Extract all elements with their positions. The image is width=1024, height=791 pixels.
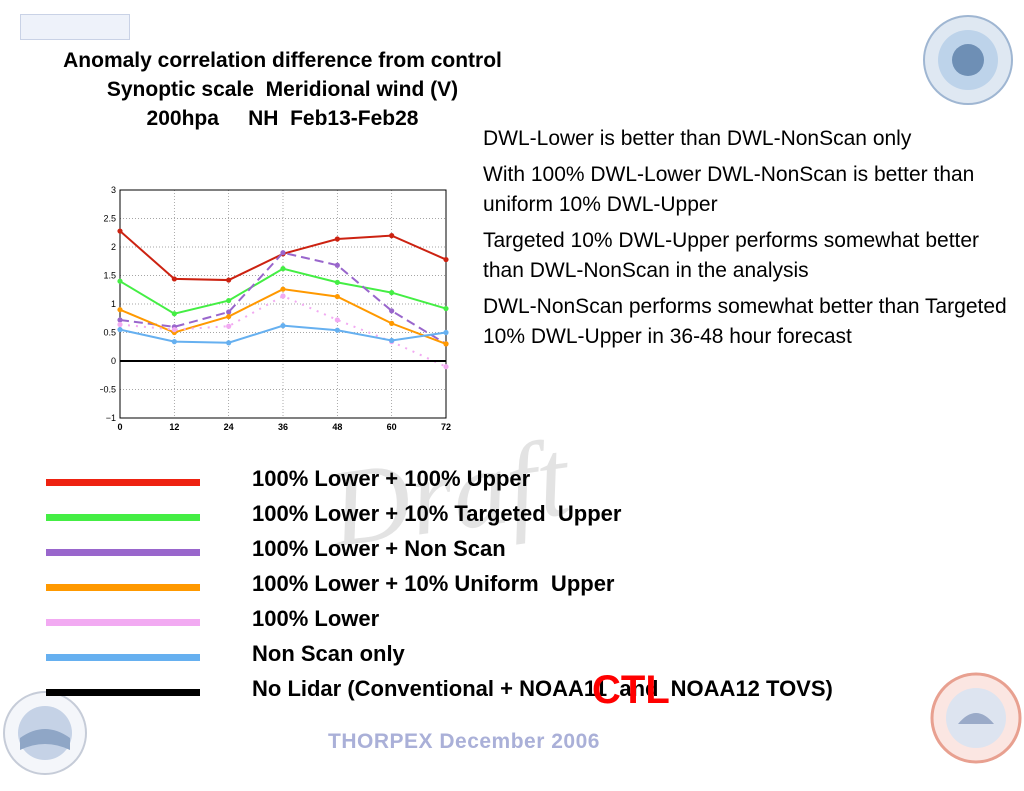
y-tick-label: 1.5: [103, 271, 116, 281]
y-tick-label: 2: [111, 242, 116, 252]
anomaly-correlation-chart: 0 12 24 36 48 60 72 3 2.5 2 1.5 1 0.5 0 −0.5 −1: [100, 185, 451, 432]
legend-item: 100% Lower + 10% Targeted Upper: [46, 499, 946, 534]
ncep-logo: [20, 14, 130, 40]
chart-title-line-2: Synoptic scale Meridional wind (V): [106, 78, 459, 101]
x-tick-label: 24: [224, 422, 234, 432]
y-tick-label: −0.5: [100, 385, 116, 395]
data-point: [334, 327, 340, 333]
data-point: [443, 256, 449, 263]
data-point: [334, 279, 340, 285]
legend-item: 100% Lower + Non Scan: [46, 534, 946, 569]
data-point: [226, 313, 232, 320]
jcsda-logo: [923, 15, 1013, 105]
note-4: DWL-NonScan performs somewhat better tha…: [483, 295, 1007, 348]
legend-label: 100% Lower: [252, 606, 380, 631]
chart-title-line-3: 200hpa NH Feb13-Feb28: [146, 107, 419, 130]
data-point: [171, 327, 177, 333]
legend-item: Non Scan only: [46, 639, 946, 674]
data-point: [443, 329, 449, 336]
data-point: [171, 311, 177, 317]
data-point: [443, 305, 449, 312]
legend-label: 100% Lower + 10% Targeted Upper: [252, 501, 622, 526]
note-2: With 100% DWL-Lower DWL-NonScan is bette…: [483, 163, 975, 216]
data-point: [389, 337, 395, 344]
data-point: [389, 233, 395, 239]
legend-swatch: [46, 549, 200, 556]
data-point: [389, 320, 395, 326]
data-point: [171, 339, 177, 345]
noaa-logo: [3, 691, 87, 775]
data-point: [280, 250, 286, 256]
data-point: [171, 276, 177, 282]
footer-text: THORPEX December 2006: [328, 730, 600, 753]
data-point: [280, 293, 286, 299]
data-point: [280, 323, 286, 329]
note-3: Targeted 10% DWL-Upper performs somewhat…: [483, 229, 980, 282]
ctl-label: CTL: [592, 668, 670, 712]
data-point: [226, 309, 232, 315]
data-point: [334, 262, 340, 268]
data-point: [117, 228, 123, 234]
data-point: [117, 321, 123, 328]
legend-label: No Lidar (Conventional + NOAA11 and NOAA…: [252, 676, 833, 701]
legend-item: No Lidar (Conventional + NOAA11 and NOAA…: [46, 674, 946, 709]
legend-swatch: [46, 514, 200, 521]
x-tick-label: 60: [387, 422, 397, 432]
legend-item: 100% Lower + 10% Uniform Upper: [46, 569, 946, 604]
data-point: [226, 340, 232, 346]
data-point: [226, 297, 232, 304]
x-tick-label: 36: [278, 422, 288, 432]
legend-swatch: [46, 584, 200, 591]
x-tick-label: 0: [117, 422, 122, 432]
legend-swatch: [46, 619, 200, 626]
findings-notes: DWL-Lower is better than DWL-NonScan onl…: [483, 124, 1018, 358]
legend-item: 100% Lower: [46, 604, 946, 639]
data-point: [117, 278, 123, 284]
data-point: [389, 308, 395, 314]
data-point: [443, 341, 449, 347]
data-point: [280, 286, 286, 292]
data-point: [117, 317, 123, 323]
y-tick-label: 2.5: [103, 214, 116, 224]
legend-swatch: [46, 689, 200, 696]
legend-item: 100% Lower + 100% Upper: [46, 464, 946, 499]
data-point: [280, 266, 286, 272]
y-tick-label: 0: [111, 356, 116, 366]
legend-label: 100% Lower + 10% Uniform Upper: [252, 571, 615, 596]
note-1: DWL-Lower is better than DWL-NonScan onl…: [483, 127, 912, 150]
chart-title-line-1: Anomaly correlation difference from cont…: [63, 49, 502, 72]
data-point: [334, 236, 340, 242]
legend-label: 100% Lower + Non Scan: [252, 536, 506, 561]
legend-label: 100% Lower + 100% Upper: [252, 466, 531, 491]
data-point: [226, 277, 232, 283]
plot-frame: [119, 189, 447, 419]
legend-swatch: [46, 479, 200, 486]
y-tick-label: −1: [106, 413, 116, 423]
data-point: [117, 327, 123, 333]
data-point: [334, 293, 340, 300]
chart-title: Anomaly correlation difference from cont…: [0, 46, 565, 133]
y-tick-label: 3: [111, 185, 116, 195]
legend-swatch: [46, 654, 200, 661]
x-tick-label: 48: [332, 422, 342, 432]
data-point: [117, 307, 123, 313]
national-weather-service-logo: [930, 672, 1022, 764]
x-tick-label: 12: [169, 422, 179, 432]
data-point: [389, 290, 395, 296]
x-tick-label: 72: [441, 422, 451, 432]
y-tick-label: 0.5: [103, 328, 116, 338]
data-point: [226, 323, 232, 329]
data-point: [334, 317, 340, 323]
data-point: [443, 364, 449, 370]
y-tick-label: 1: [111, 299, 116, 309]
legend-label: Non Scan only: [252, 641, 405, 666]
